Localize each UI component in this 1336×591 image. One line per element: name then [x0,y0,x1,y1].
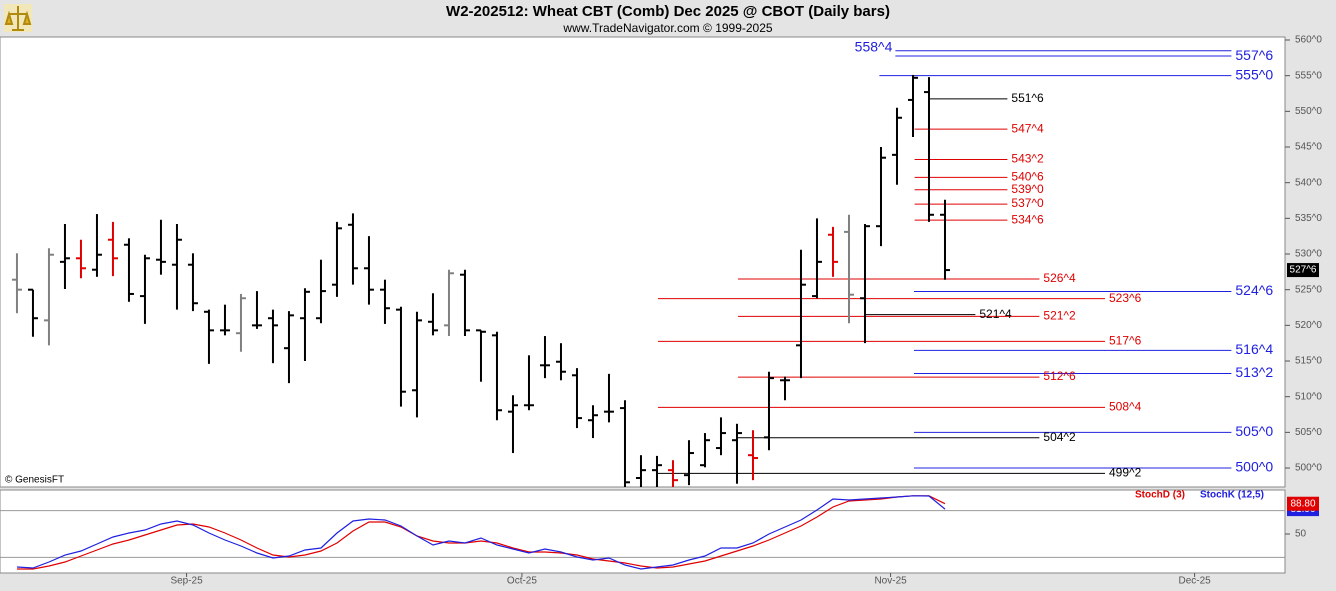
level-label: 557^6 [1235,47,1273,63]
level-label: 524^6 [1235,282,1273,298]
stoch-panel [0,489,1286,574]
stoch-line [17,495,946,570]
x-tick-label: Nov-25 [874,576,907,587]
x-tick-label: Dec-25 [1178,576,1211,587]
y-tick-label: 505^0 [1295,427,1322,438]
level-label: 551^6 [1011,91,1044,105]
y-tick-label: 520^0 [1295,320,1322,331]
price-plot [11,50,1232,487]
level-label: 500^0 [1235,459,1273,475]
chart-title: W2-202512: Wheat CBT (Comb) Dec 2025 @ C… [446,3,890,20]
y-tick-label: 550^0 [1295,106,1322,117]
level-label: 521^2 [1043,309,1076,323]
y-tick-label: 545^0 [1295,142,1322,153]
level-label: 547^4 [1011,121,1044,135]
level-label: 516^4 [1235,341,1273,357]
chart-subtitle: www.TradeNavigator.com © 1999-2025 [562,21,772,35]
price-panel [0,36,1286,488]
y-tick-label: 540^0 [1295,177,1322,188]
level-label: 505^0 [1235,423,1273,439]
last-price-box [1287,263,1319,278]
y-tick-label: 530^0 [1295,249,1322,260]
y-tick-label: 515^0 [1295,356,1322,367]
level-label: 539^0 [1011,182,1044,196]
x-tick-label: Oct-25 [507,576,537,587]
level-label: 521^4 [979,307,1012,321]
level-label: 499^2 [1109,466,1142,480]
y-tick-label: 510^0 [1295,391,1322,402]
legend-entry: StochD (3) [1135,490,1185,501]
level-label: 543^2 [1011,152,1044,166]
level-label: 508^4 [1109,400,1142,414]
level-label: 555^0 [1235,66,1273,82]
y-tick-label: 50 [1295,529,1307,540]
level-label: 517^6 [1109,334,1142,348]
level-label: 513^2 [1235,364,1273,380]
level-label: 558^4 [855,38,893,54]
stoch-plot [0,495,1285,570]
level-label: 504^2 [1043,430,1076,444]
y-tick-label: 535^0 [1295,213,1322,224]
y-tick-label: 500^0 [1295,463,1322,474]
level-label: 537^0 [1011,196,1044,210]
level-label: 523^6 [1109,291,1142,305]
credit: © GenesisFT [5,475,64,486]
last-value-label: 88.80 [1290,498,1315,509]
level-label: 512^6 [1043,369,1076,383]
last-value-box [1287,496,1319,511]
y-tick-label: 555^0 [1295,70,1322,81]
y-tick-label: 525^0 [1295,284,1322,295]
stoch-line [16,495,946,570]
last-price-label: 527^6 [1290,265,1317,276]
x-tick-label: Sep-25 [170,576,203,587]
level-label: 526^4 [1043,271,1076,285]
logo [4,4,32,32]
y-tick-label: 560^0 [1295,35,1322,46]
legend-entry: StochK (12,5) [1200,490,1264,501]
level-label: 534^6 [1011,212,1044,226]
axes: 500^0 505^0 510^0 515^0 520^0 525^0 530^0 535^0… [170,35,1322,587]
level-label: 540^6 [1011,169,1044,183]
